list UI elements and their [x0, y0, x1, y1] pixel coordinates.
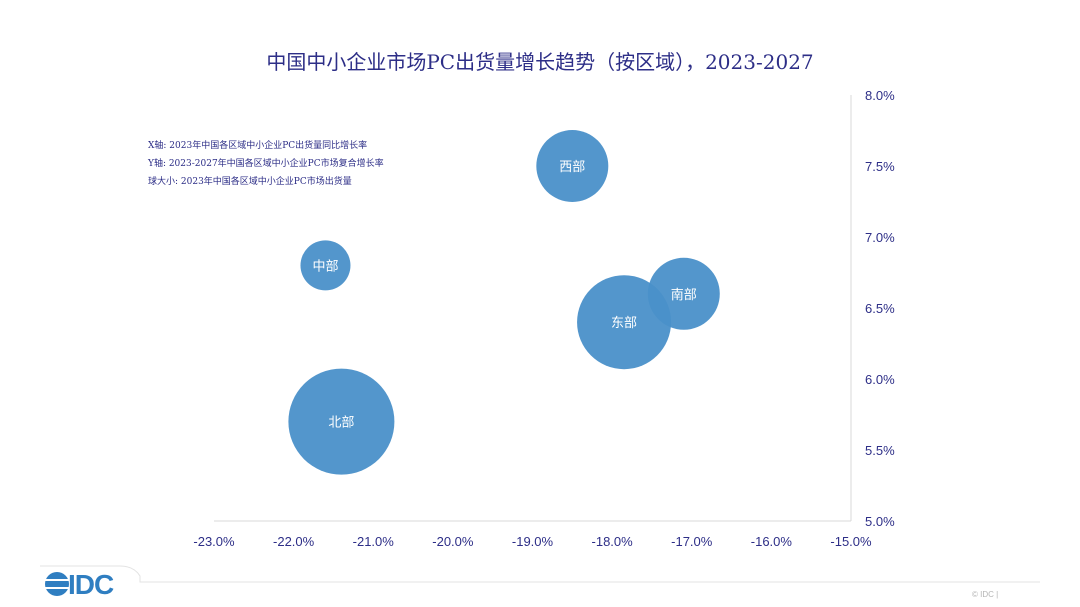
bubble	[288, 368, 395, 475]
bubble-label: 东部	[611, 316, 637, 331]
legend: X轴: 2023年中国各区域中小企业PC出货量同比增长率 Y轴: 2023-20…	[147, 139, 384, 187]
x-tick-label: -17.0%	[671, 534, 713, 549]
x-tick-label: -21.0%	[353, 534, 395, 549]
y-tick-label: 6.5%	[865, 301, 895, 316]
legend-y-axis: Y轴: 2023-2027年中国各区域中小企业PC市场复合增长率	[147, 157, 384, 169]
x-tick-label: -23.0%	[193, 534, 235, 549]
idc-logo-text: IDC	[68, 569, 114, 600]
legend-bubble-size: 球大小: 2023年中国各区域中小企业PC市场出货量	[148, 175, 352, 187]
x-tick-label: -15.0%	[830, 534, 872, 549]
footer: IDC © IDC |	[40, 565, 1040, 600]
bubble-label: 南部	[671, 287, 697, 303]
x-tick-label: -22.0%	[273, 534, 315, 549]
copyright: © IDC |	[972, 590, 998, 599]
idc-logo: IDC	[44, 569, 115, 600]
x-tick-label: -18.0%	[592, 534, 634, 549]
idc-logo-globe-icon	[45, 572, 69, 596]
y-tick-label: 8.0%	[865, 88, 895, 103]
x-tick-label: -16.0%	[751, 534, 793, 549]
y-tick-label: 7.0%	[865, 230, 895, 245]
bubble	[536, 130, 609, 202]
footer-divider	[119, 565, 1040, 583]
chart-title: 中国中小企业市场PC出货量增长趋势（按区域），2023-2027	[266, 50, 813, 74]
axes: -23.0% -22.0% -21.0% -20.0% -19.0% -18.0% -17.…	[193, 88, 895, 549]
x-tick-label: -19.0%	[512, 534, 554, 549]
y-tick-label: 7.5%	[865, 159, 895, 174]
y-tick-label: 5.5%	[865, 443, 895, 458]
x-tick-label: -20.0%	[432, 534, 474, 549]
bubble	[300, 240, 351, 291]
bubble-label: 北部	[328, 416, 354, 431]
y-tick-label: 6.0%	[865, 372, 895, 387]
bubble-label: 中部	[312, 259, 338, 274]
bubble-label: 西部	[559, 160, 585, 175]
y-tick-label: 5.0%	[865, 514, 895, 529]
legend-x-axis: X轴: 2023年中国各区域中小企业PC出货量同比增长率	[148, 139, 367, 151]
bubble	[577, 275, 672, 370]
